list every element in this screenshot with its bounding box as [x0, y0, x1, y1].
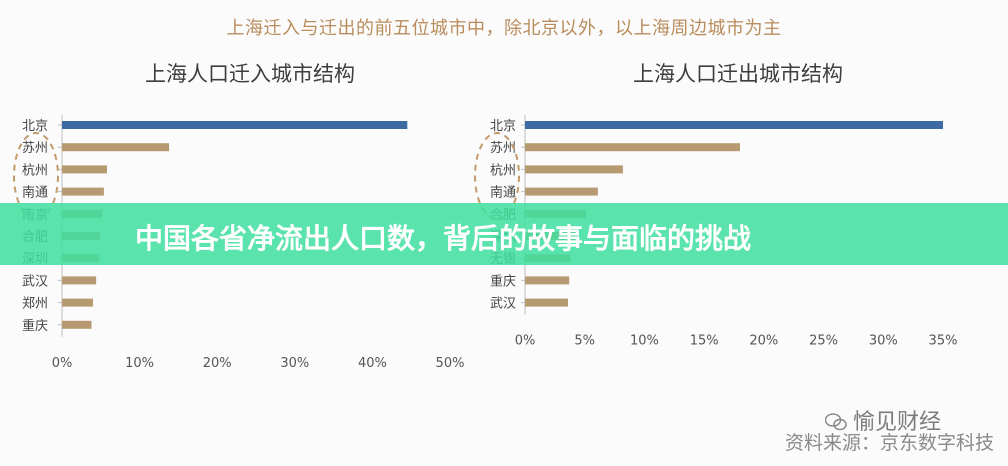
- x-tick-label: 15%: [690, 334, 719, 349]
- headline-banner: 中国各省净流出人口数，背后的故事与面临的挑战: [0, 203, 1008, 265]
- category-label: 杭州: [490, 163, 516, 178]
- watermark: 愉见财经: [825, 404, 941, 436]
- category-label: 武汉: [490, 297, 516, 312]
- x-tick-label: 0%: [515, 334, 536, 349]
- category-label: 南通: [22, 185, 48, 201]
- x-tick-label: 50%: [436, 356, 465, 368]
- x-tick-label: 25%: [809, 334, 838, 349]
- top-heading: 上海迁入与迁出的前五位城市中，除北京以外，以上海周边城市为主: [226, 18, 782, 39]
- outflow-bar-chart: 北京苏州杭州南通合肥深圳无锡重庆武汉0%5%10%15%20%25%30%35%: [474, 115, 958, 349]
- x-tick-label: 20%: [203, 356, 232, 368]
- x-tick-label: 10%: [630, 334, 659, 349]
- x-tick-label: 0%: [52, 356, 73, 368]
- category-label: 苏州: [22, 140, 48, 156]
- category-label: 杭州: [22, 163, 48, 178]
- chart-title-outflow: 上海人口迁出城市结构: [633, 62, 843, 86]
- bar: [525, 276, 570, 285]
- category-label: 郑州: [22, 297, 48, 312]
- category-label: 苏州: [490, 140, 516, 156]
- bar: [62, 298, 94, 307]
- x-tick-label: 5%: [574, 334, 595, 349]
- banner-title: 中国各省净流出人口数，背后的故事与面临的挑战: [135, 222, 752, 255]
- category-label: 重庆: [22, 318, 48, 334]
- bar: [525, 121, 943, 129]
- watermark-text: 愉见财经: [853, 410, 942, 435]
- bar: [62, 121, 408, 129]
- x-tick-label: 40%: [358, 356, 387, 368]
- bar: [62, 143, 170, 152]
- bar: [525, 143, 740, 152]
- category-label: 重庆: [490, 273, 516, 289]
- bar: [62, 187, 104, 196]
- bar: [62, 276, 97, 285]
- x-tick-label: 20%: [749, 334, 778, 349]
- category-label: 北京: [22, 119, 48, 134]
- bar: [525, 187, 598, 196]
- chart-title-inflow: 上海人口迁入城市结构: [145, 62, 355, 86]
- category-label: 南通: [490, 185, 516, 201]
- source-note: 资料来源：京东数字科技: [784, 432, 994, 454]
- x-tick-label: 10%: [125, 356, 154, 368]
- x-tick-label: 35%: [929, 334, 958, 349]
- category-label: 武汉: [22, 274, 48, 289]
- bar: [525, 298, 568, 307]
- bar: [62, 320, 92, 329]
- x-tick-label: 30%: [869, 334, 898, 349]
- bar: [525, 165, 623, 174]
- highlight-ellipse: [13, 132, 59, 220]
- bar: [62, 165, 108, 174]
- highlight-ellipse: [474, 132, 520, 220]
- x-tick-label: 30%: [280, 356, 309, 368]
- category-label: 北京: [490, 119, 516, 134]
- wechat-icon: [825, 413, 847, 431]
